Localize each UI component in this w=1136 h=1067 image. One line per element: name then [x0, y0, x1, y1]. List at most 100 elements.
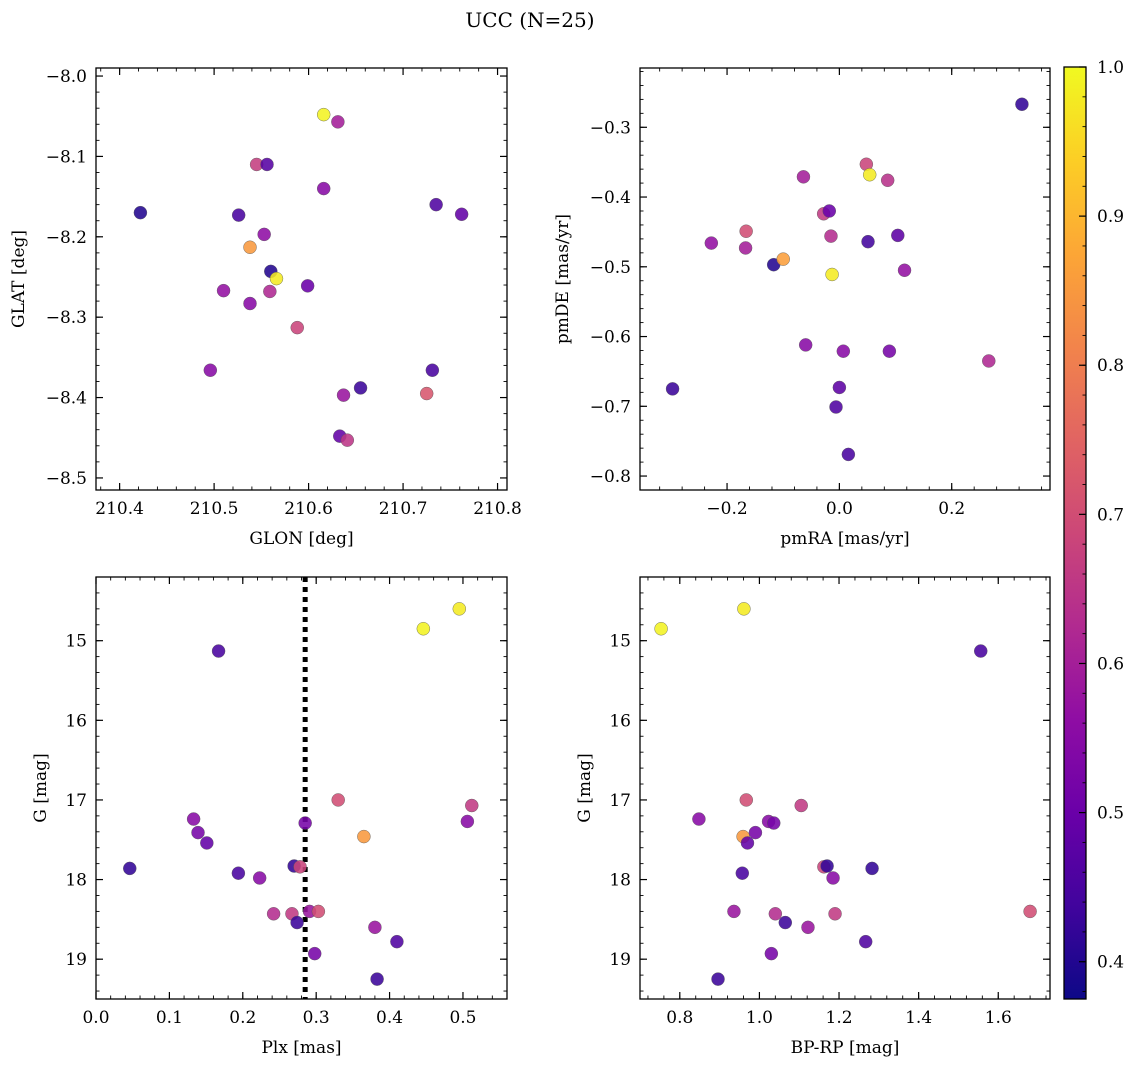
y-axis-label: G [mag] [575, 753, 595, 822]
data-point [768, 907, 783, 921]
data-point [200, 836, 214, 850]
axes-frame [95, 67, 508, 491]
y-tick-label: −8.4 [46, 389, 87, 409]
y-tick-label: −8.3 [46, 308, 87, 328]
x-axis-label: Plx [mas] [261, 1038, 341, 1058]
data-point [836, 344, 851, 358]
data-point [390, 934, 404, 949]
data-point [252, 871, 267, 885]
x-tick-label: 0.4 [376, 1008, 403, 1028]
x-axis-label: BP-RP [mag] [791, 1038, 900, 1058]
data-point [796, 170, 811, 184]
colorbar-tick-label: 0.6 [1097, 654, 1124, 674]
data-point [186, 812, 201, 826]
data-point [982, 354, 996, 368]
data-point [880, 173, 895, 188]
x-tick-label: 210.4 [95, 499, 144, 519]
data-point [191, 825, 205, 840]
data-point [370, 972, 384, 986]
data-point [822, 204, 836, 218]
x-tick-label: 210.8 [473, 499, 522, 519]
data-point [216, 283, 231, 298]
data-point [801, 920, 815, 935]
y-tick-label: 18 [65, 871, 87, 891]
data-point [317, 107, 331, 122]
axes-frame [639, 576, 1051, 1000]
y-tick-label: −0.6 [590, 328, 631, 348]
axes-frame [639, 67, 1051, 491]
data-point [416, 622, 431, 636]
axes-frame [95, 576, 508, 1000]
data-point [331, 115, 345, 129]
x-tick-label: 210.5 [190, 499, 239, 519]
data-point [357, 829, 371, 844]
data-point [266, 907, 281, 921]
y-axis-label: GLAT [deg] [9, 230, 29, 328]
data-point [331, 793, 345, 807]
data-point [778, 915, 792, 930]
colorbar-gradient [1063, 66, 1087, 1000]
data-point [353, 381, 368, 395]
data-point [826, 871, 840, 885]
data-point [738, 241, 753, 255]
data-point [841, 447, 856, 462]
data-point [454, 207, 469, 221]
data-point [798, 338, 813, 352]
x-tick-label: 0.0 [826, 499, 853, 519]
data-point [123, 861, 137, 876]
x-tick-label: 0.0 [82, 1008, 109, 1028]
y-tick-label: −8.0 [46, 67, 87, 87]
data-point [260, 157, 274, 172]
y-tick-label: 17 [65, 791, 87, 811]
colorbar: 0.4 0.5 0.6 0.7 0.8 0.9 1.0 [1063, 58, 1124, 1000]
data-point [739, 224, 753, 238]
data-point [861, 234, 875, 249]
data-point [735, 866, 750, 880]
y-tick-label: 19 [609, 950, 631, 970]
data-point [665, 382, 680, 396]
data-point [711, 972, 725, 986]
x-axis-label: GLON [deg] [249, 529, 353, 549]
x-tick-label: 1.0 [746, 1008, 773, 1028]
data-point [865, 861, 879, 876]
data-point [231, 866, 246, 880]
panel-bprp-g: 0.8 1.0 1.2 1.4 1.6 15 16 17 18 19 BP-RP [mag] G [m… [575, 576, 1051, 1058]
data-point [211, 644, 226, 658]
data-point [974, 644, 988, 658]
x-tick-label: 1.6 [985, 1008, 1012, 1028]
data-point [317, 181, 331, 196]
y-tick-label: −0.7 [590, 397, 631, 417]
colorbar-tick-label: 0.5 [1097, 804, 1124, 824]
x-tick-label: −0.2 [706, 499, 747, 519]
data-point [825, 267, 839, 282]
data-point [298, 816, 312, 830]
data-point [133, 205, 148, 220]
y-tick-label: −0.5 [590, 258, 631, 278]
x-tick-label: 0.2 [938, 499, 965, 519]
panel-pmra-pmde: −0.2 0.0 0.2 −0.3 −0.4 −0.5 −0.6 −0.7 −0.8 pmRA [… [553, 67, 1051, 549]
colorbar-tick-label: 0.7 [1097, 505, 1124, 525]
data-point [739, 793, 753, 807]
data-point [269, 271, 284, 286]
data-point [465, 798, 479, 813]
x-tick-label: 1.2 [826, 1008, 853, 1028]
data-point [764, 946, 779, 961]
data-point [293, 860, 307, 874]
x-tick-label: 0.8 [666, 1008, 693, 1028]
y-tick-label: 15 [609, 632, 631, 652]
data-point [832, 380, 847, 395]
x-tick-label: 0.3 [303, 1008, 330, 1028]
x-tick-label: 1.4 [905, 1008, 932, 1028]
data-point [654, 622, 668, 636]
data-point [419, 386, 434, 401]
data-point [257, 227, 271, 242]
data-point [290, 915, 304, 930]
colorbar-tick-label: 1.0 [1097, 58, 1124, 78]
y-tick-label: −0.3 [590, 118, 631, 138]
y-tick-label: 16 [609, 711, 631, 731]
data-point [203, 363, 218, 377]
data-point [311, 904, 326, 919]
data-point [863, 168, 877, 182]
colorbar-tick-label: 0.8 [1097, 356, 1124, 376]
